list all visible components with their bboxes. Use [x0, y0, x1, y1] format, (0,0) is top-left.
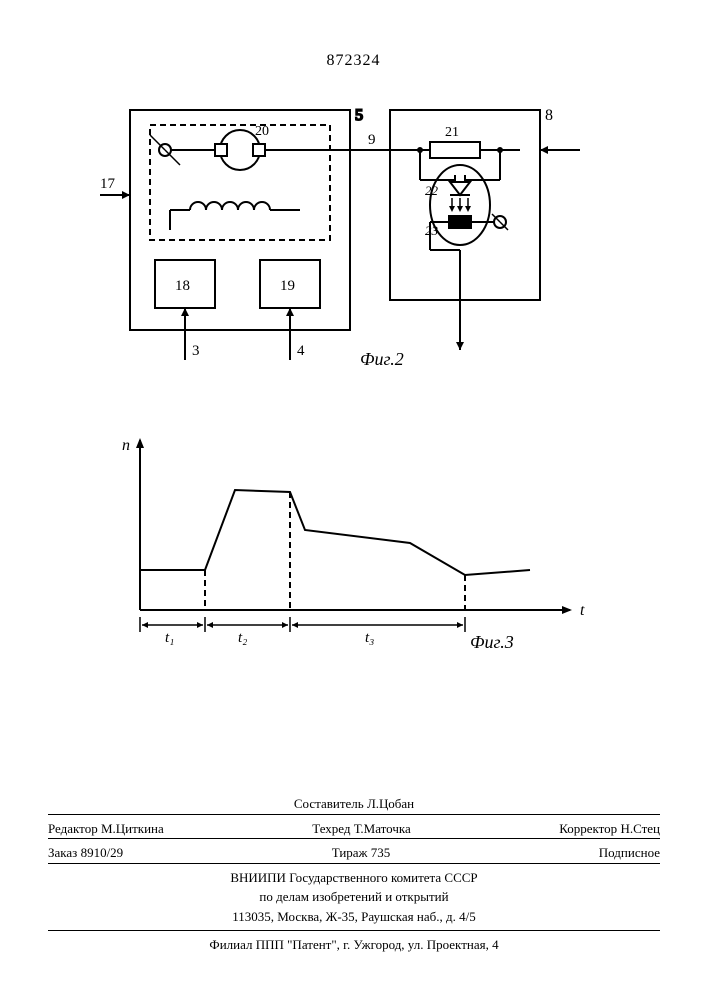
block-8: [390, 110, 540, 300]
credits-line3: 113035, Москва, Ж-35, Раушская наб., д. …: [48, 907, 660, 927]
motor-brush-right: [253, 144, 265, 156]
fig3-caption: Фиг.3: [470, 632, 514, 652]
label-20: 20: [255, 124, 269, 139]
techred: Т.Маточка: [354, 821, 411, 836]
subscription: Подписное: [599, 843, 660, 863]
credits-line2: по делам изобретений и открытий: [48, 887, 660, 907]
label-17: 17: [100, 176, 116, 192]
label-3: 3: [192, 343, 200, 359]
tirazh-label: Тираж: [332, 845, 368, 860]
t2-label: t₂: [238, 630, 247, 646]
arrow-3: [181, 308, 189, 316]
motor-brush-left: [215, 144, 227, 156]
label-21: 21: [445, 125, 459, 140]
tirazh: 735: [371, 845, 391, 860]
credits-block: Составитель Л.Цобан Редактор М.Циткина Т…: [48, 790, 660, 955]
label-8: 8: [545, 107, 553, 124]
label-4: 4: [297, 343, 305, 359]
editor: М.Циткина: [101, 821, 164, 836]
label-9: 9: [368, 132, 376, 148]
y-label: n: [122, 437, 130, 454]
label-5: 5: [355, 107, 363, 124]
techred-label: Техред: [312, 821, 350, 836]
corrector: Н.Стец: [620, 821, 660, 836]
compiler: Л.Цобан: [367, 796, 414, 811]
x-label: t: [580, 602, 585, 619]
document-number: 872324: [0, 52, 707, 70]
arrow-17: [122, 191, 130, 199]
compiler-label: Составитель: [294, 796, 364, 811]
order-label: Заказ: [48, 845, 77, 860]
editor-label: Редактор: [48, 821, 98, 836]
credits-line1: ВНИИПИ Государственного комитета СССР: [48, 868, 660, 888]
inductor-coil: [190, 202, 270, 210]
fig2-caption: Фиг.2: [360, 349, 404, 369]
figure-2: 5 20 9 17: [100, 100, 600, 380]
curve: [140, 490, 530, 575]
resistor-21: [430, 142, 480, 158]
order: 8910/29: [81, 845, 124, 860]
label-19: 19: [280, 278, 295, 294]
dashed-inner: [150, 125, 330, 240]
photodetector: [448, 215, 472, 229]
y-arrow: [136, 438, 144, 448]
label-23: 23: [425, 223, 439, 238]
corrector-label: Корректор: [559, 821, 617, 836]
label-22: 22: [425, 183, 439, 198]
arrow-out-down: [456, 342, 464, 350]
arrow-4: [286, 308, 294, 316]
t1-label: t₁: [165, 630, 174, 646]
x-arrow: [562, 606, 572, 614]
label-18: 18: [175, 278, 190, 294]
arrow-right-in: [540, 146, 548, 154]
figure-3: n t t₁ t₂ t₃ Фиг.3: [110, 420, 610, 670]
t3-label: t₃: [365, 630, 374, 646]
credits-bottom: Филиал ППП "Патент", г. Ужгород, ул. Про…: [48, 930, 660, 955]
